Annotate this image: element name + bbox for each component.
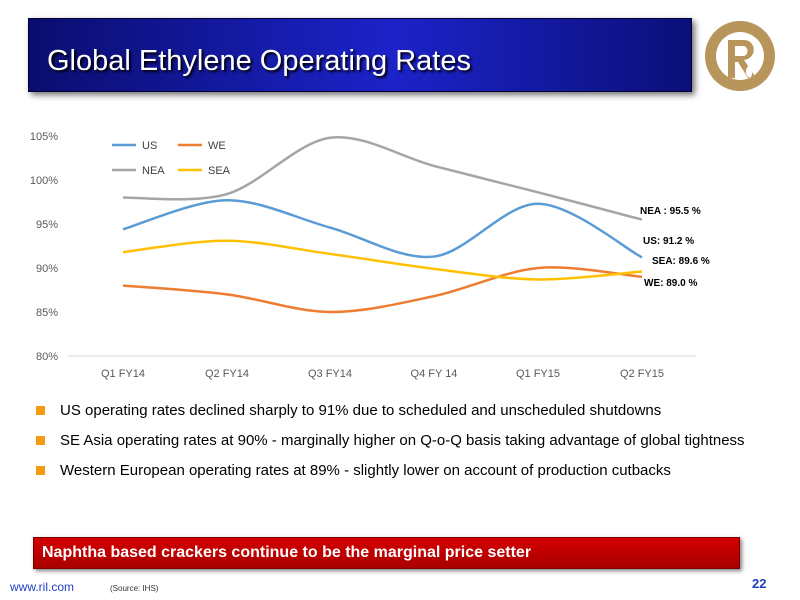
x-tick-label: Q1 FY15 [516,368,560,380]
y-tick-label: 90% [36,263,58,275]
bullet-square-icon [36,466,45,475]
y-tick-label: 105% [30,131,58,143]
end-value-label: US: 91.2 % [643,236,694,247]
title-bar: Global Ethylene Operating Rates [28,18,692,92]
y-tick-label: 95% [36,219,58,231]
bullet-square-icon [36,406,45,415]
bullet-list: US operating rates declined sharply to 9… [36,402,754,492]
end-value-label: SEA: 89.6 % [652,256,710,267]
series-line-nea [122,135,643,221]
series-line-we [122,266,643,314]
x-tick-label: Q2 FY14 [205,368,249,380]
website-link[interactable]: www.ril.com [10,580,75,594]
x-tick-label: Q2 FY15 [620,368,664,380]
banner-text: Naphtha based crackers continue to be th… [42,544,532,561]
bullet-text: SE Asia operating rates at 90% - margina… [60,432,745,449]
y-tick-label: 80% [36,351,58,363]
reliance-logo-icon [705,21,775,91]
y-tick-label: 85% [36,307,58,319]
legend-label: US [142,140,157,152]
x-tick-label: Q1 FY14 [101,368,145,380]
bullet-square-icon [36,436,45,445]
bullet-sea: SE Asia operating rates at 90% - margina… [36,432,754,449]
series-line-us [122,198,643,259]
x-tick-label: Q3 FY14 [308,368,352,380]
legend-label: WE [208,140,226,152]
legend-label: SEA [208,165,231,177]
y-tick-label: 100% [30,175,58,187]
series-line-sea [122,239,643,281]
end-value-label: WE: 89.0 % [644,278,697,289]
bullet-us: US operating rates declined sharply to 9… [36,402,754,419]
bullet-text: US operating rates declined sharply to 9… [60,402,662,419]
x-tick-label: Q4 FY 14 [411,368,458,380]
slide-title: Global Ethylene Operating Rates [47,45,471,77]
legend-label: NEA [142,165,165,177]
bullet-text: Western European operating rates at 89% … [60,462,671,479]
page-number: 22 [752,576,767,591]
end-value-label: NEA : 95.5 % [640,206,701,217]
conclusion-banner: Naphtha based crackers continue to be th… [33,537,740,569]
source-note: (Source: IHS) [110,584,159,593]
bullet-we: Western European operating rates at 89% … [36,462,754,479]
